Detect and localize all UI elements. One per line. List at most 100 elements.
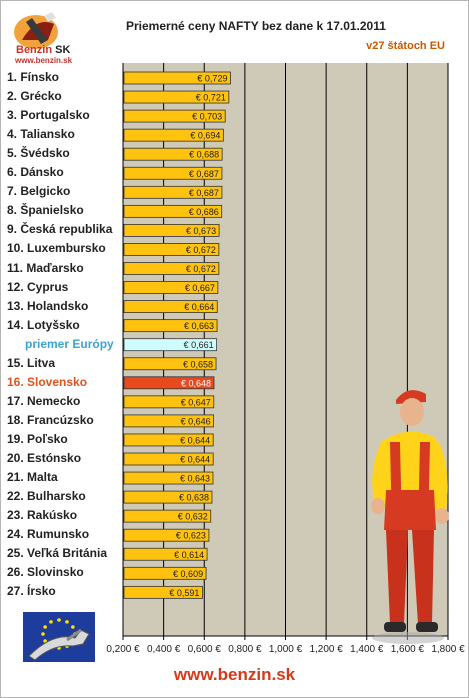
bar-value-label: € 0,644 — [180, 455, 210, 465]
bar — [123, 262, 220, 275]
bar — [123, 528, 210, 542]
bar-value-label: € 0,614 — [174, 550, 204, 560]
bar-value-label: € 0,609 — [173, 569, 203, 579]
bar-value-label: € 0,688 — [189, 150, 219, 160]
bar — [123, 357, 217, 371]
category-label: 22. Bulharsko — [7, 489, 86, 504]
category-label: 2. Grécko — [7, 89, 62, 104]
footer-url: www.benzin.sk — [173, 665, 296, 684]
category-label: 9. Česká republika — [7, 222, 113, 237]
bar — [123, 585, 203, 599]
bar — [123, 147, 223, 161]
chart-subtitle: v27 štátoch EU — [366, 40, 445, 52]
bar-value-label: € 0,703 — [192, 112, 222, 122]
bar-value-label: € 0,673 — [186, 226, 216, 236]
bar — [123, 166, 223, 180]
category-label: 18. Francúzsko — [7, 412, 94, 427]
category-label: 1. Fínsko — [7, 70, 60, 84]
category-label: 27. Írsko — [7, 584, 56, 599]
bar — [123, 185, 223, 199]
bar — [123, 452, 214, 466]
bar-value-label: € 0,667 — [185, 283, 215, 293]
category-label: 19. Poľsko — [7, 431, 68, 446]
bar — [123, 90, 230, 104]
flag-star — [71, 625, 75, 629]
bar — [123, 395, 215, 409]
bar-value-label: € 0,658 — [183, 359, 213, 369]
benzin-logo — [14, 12, 58, 49]
bar-value-label: € 0,646 — [181, 416, 211, 426]
x-tick-label: 0,600 € — [188, 644, 222, 655]
category-label: 6. Dánsko — [7, 165, 64, 180]
bar-value-label: € 0,591 — [169, 588, 199, 598]
bar-value-label: € 0,721 — [196, 93, 226, 103]
bar-value-label: € 0,661 — [184, 340, 214, 350]
bar-value-label: € 0,694 — [190, 131, 220, 141]
category-label: 7. Belgicko — [7, 184, 71, 199]
flag-star — [41, 632, 45, 636]
category-label: 8. Španielsko — [7, 203, 84, 218]
bar-value-label: € 0,648 — [181, 378, 211, 388]
category-label: 11. Maďarsko — [7, 260, 84, 275]
category-label: 24. Rumunsko — [7, 527, 90, 542]
x-tick-label: 1,600 € — [391, 644, 425, 655]
x-tick-label: 1,800 € — [431, 644, 465, 655]
bar — [123, 281, 219, 294]
category-label: 4. Taliansko — [7, 127, 75, 142]
bar-value-label: € 0,686 — [189, 207, 219, 217]
bar — [123, 338, 218, 352]
category-label: 16. Slovensko — [7, 374, 88, 389]
bar — [123, 490, 213, 504]
logo-text: Benzin SK — [16, 44, 71, 56]
logo-url: www.benzin.sk — [15, 56, 73, 65]
category-label: 12. Cyprus — [7, 279, 69, 294]
bar — [123, 204, 223, 218]
category-label: 17. Nemecko — [7, 393, 81, 408]
flag-star — [49, 620, 53, 624]
bar — [123, 566, 207, 580]
bar-value-label: € 0,643 — [180, 474, 210, 484]
bar-value-label: € 0,687 — [189, 188, 219, 198]
category-label: 25. Veľká Británia — [7, 546, 108, 561]
bar-value-label: € 0,672 — [186, 245, 216, 255]
x-tick-label: 0,400 € — [147, 644, 181, 655]
category-label: 15. Litva — [7, 355, 56, 370]
bar-value-label: € 0,729 — [197, 74, 227, 84]
bar — [123, 71, 231, 85]
bar-value-label: € 0,632 — [178, 512, 208, 522]
bar — [123, 300, 218, 314]
chart-title: Priemerné ceny NAFTY bez dane k 17.01.20… — [126, 19, 386, 33]
category-label: 20. Estónsko — [7, 451, 82, 465]
flag-star — [43, 625, 47, 629]
mechanic-mascot-image — [371, 390, 449, 644]
bar — [123, 109, 226, 123]
category-label: 5. Švédsko — [7, 146, 70, 161]
bar-value-label: € 0,687 — [189, 169, 219, 179]
bar-value-label: € 0,623 — [176, 531, 206, 541]
bar — [123, 128, 224, 142]
bar-value-label: € 0,644 — [180, 435, 210, 445]
category-label: 3. Portugalsko — [7, 108, 90, 123]
bar-value-label: € 0,672 — [186, 264, 216, 274]
flag-star — [65, 620, 69, 624]
bar — [123, 509, 212, 523]
category-label: 13. Holandsko — [7, 298, 89, 313]
bar-value-label: € 0,647 — [181, 397, 211, 407]
bar-value-label: € 0,663 — [184, 321, 214, 331]
bar-value-label: € 0,638 — [179, 493, 209, 503]
category-label: 23. Rakúsko — [7, 508, 78, 523]
x-tick-label: 1,400 € — [350, 644, 384, 655]
bar — [123, 223, 220, 237]
bar — [123, 376, 215, 390]
bar — [123, 319, 218, 333]
bar — [123, 243, 220, 256]
category-label: priemer Európy — [25, 336, 114, 351]
flag-star — [43, 639, 47, 643]
x-tick-label: 0,800 € — [228, 644, 262, 655]
x-tick-label: 1,000 € — [269, 644, 303, 655]
category-label: 14. Lotyšsko — [7, 317, 80, 332]
flag-star — [57, 618, 61, 622]
category-label: 26. Slovinsko — [7, 565, 84, 580]
category-label: 21. Malta — [7, 470, 58, 485]
bar — [123, 547, 208, 561]
